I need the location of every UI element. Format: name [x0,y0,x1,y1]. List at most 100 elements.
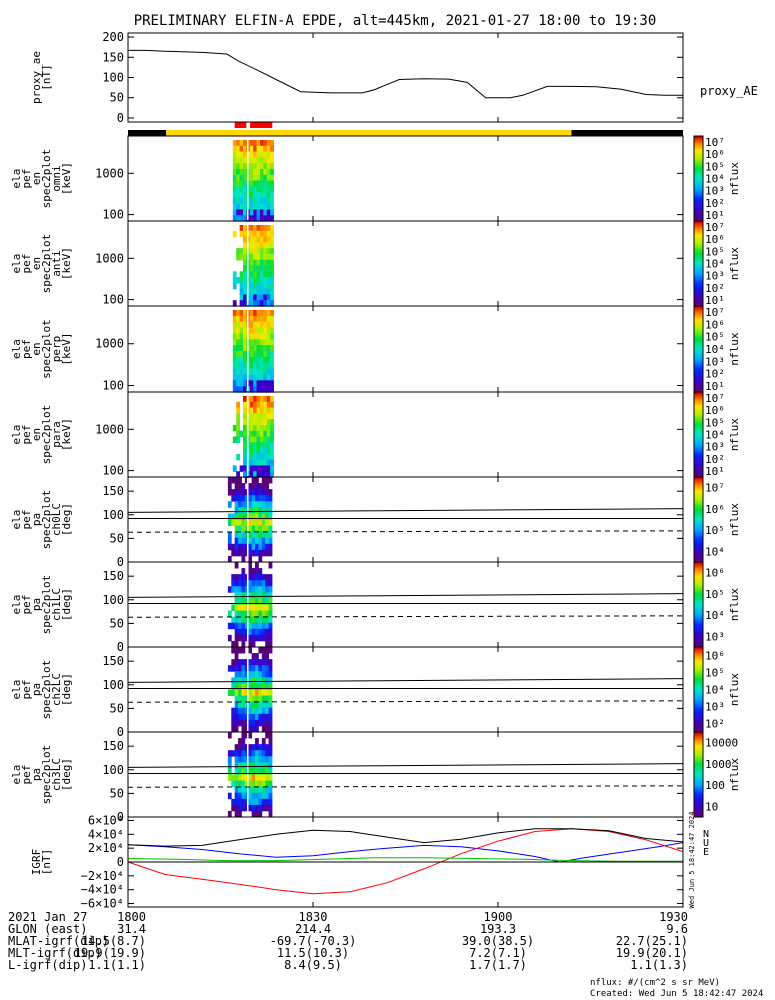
heatmap-cell [244,634,249,642]
colorbar-swatch [694,753,703,756]
ytick-label: −4×10⁴ [81,883,124,897]
colorbar-swatch [694,768,703,771]
heatmap-cell [231,647,236,654]
heatmap-cell [270,339,274,346]
heatmap-cell [249,294,254,301]
colorbar-swatch [694,553,703,557]
colorbar-swatch [694,814,703,818]
heatmap-cell [251,804,256,812]
heatmap-cell [249,333,254,340]
ylabel-line: [keV] [60,162,73,195]
heatmap-cell [253,209,257,216]
heatmap-cell [251,622,256,630]
heatmap-cell [251,604,256,611]
heatmap-cell [266,209,271,216]
heatmap-cell [268,616,273,624]
colorbar-swatch [694,746,703,750]
heatmap-cell [261,519,266,526]
heatmap-cell [248,671,253,678]
heatmap-cell [243,271,247,278]
colorbar-swatch [694,218,703,222]
heatmap-cell [261,671,266,678]
heatmap-cell [255,774,259,781]
heatmap-cell [263,401,268,409]
orbit-row-label: GLON (east) [8,922,87,936]
colorbar-swatch [694,525,703,529]
heatmap-cell [249,465,254,472]
colorbar-swatch [694,761,703,765]
colorbar-swatch [694,231,703,235]
heatmap-cell [256,174,261,182]
heatmap-cell [248,604,253,611]
heatmap-cell [255,683,259,690]
heatmap-cell [253,386,257,393]
heatmap-cell [243,225,247,232]
heatmap-cell [259,236,264,244]
heatmap-cell [249,362,254,370]
heatmap-cell [258,580,263,587]
colorbar-swatch [694,700,703,703]
heatmap-cell [251,780,256,788]
heatmap-cell [270,374,274,381]
heatmap-cell [265,713,269,721]
colorbar-swatch [694,672,703,676]
heatmap-cell [259,386,264,393]
heatmap-cell [244,519,249,526]
heatmap-cell [263,413,268,420]
loss-cone-line-lower [127,530,684,533]
colorbar-swatch [694,496,703,499]
heatmap-cell [248,525,253,533]
heatmap-cell [239,310,244,317]
heatmap-cell [227,555,232,563]
heatmap-cell [266,386,271,393]
colorbar-swatch [694,460,703,463]
colorbar-swatch [694,627,703,631]
heatmap-cell [238,695,242,703]
colorbar-swatch [694,227,703,230]
colorbar-swatch [694,161,703,165]
heatmap-cell [232,197,237,205]
colorbar-swatch [694,349,703,352]
colorbar-swatch [694,806,703,809]
colorbar-swatch [694,282,703,286]
heatmap-cell [248,513,253,520]
heatmap-cell [266,315,271,323]
heatmap-cell [268,725,273,733]
heatmap-cell [261,792,266,800]
heatmap-cell [249,300,254,307]
heatmap-cell [244,725,249,733]
orbit-row-value: -69.7(-70.3) [270,934,357,948]
heatmap-cell [244,732,249,739]
heatmap-cell [243,448,247,455]
colorbar-swatch [694,238,703,241]
colorbar-swatch [694,451,703,455]
heatmap-cell [232,424,237,432]
colorbar-swatch [694,187,703,190]
heatmap-cell [266,321,271,329]
heatmap-cell [268,519,273,526]
heatmap-cell [268,628,273,636]
heatmap-cell [268,786,273,794]
ylabel-line: spec2plot [40,490,53,550]
colorbar-swatch [694,252,703,256]
heatmap-cell [256,203,261,211]
heatmap-cell [239,168,244,176]
ylabel-line: pa [30,683,43,696]
heatmap-cell [265,495,269,502]
heatmap-cell [243,374,247,381]
heatmap-cell [258,701,263,709]
orbit-row-value: 8.4(9.5) [284,958,342,972]
heatmap-cell [256,339,261,346]
heatmap-cell [259,265,264,272]
heatmap-cell [227,634,232,642]
colorbar-swatch [694,142,703,145]
colorbar-swatch [694,265,703,269]
colorbar-swatch [694,630,703,633]
heatmap-cell [253,407,257,415]
heatmap-cell [268,622,273,630]
heatmap-cell [249,436,254,443]
colorbar-swatch [694,361,703,365]
heatmap-cell [259,197,264,205]
heatmap-cell [255,744,259,751]
